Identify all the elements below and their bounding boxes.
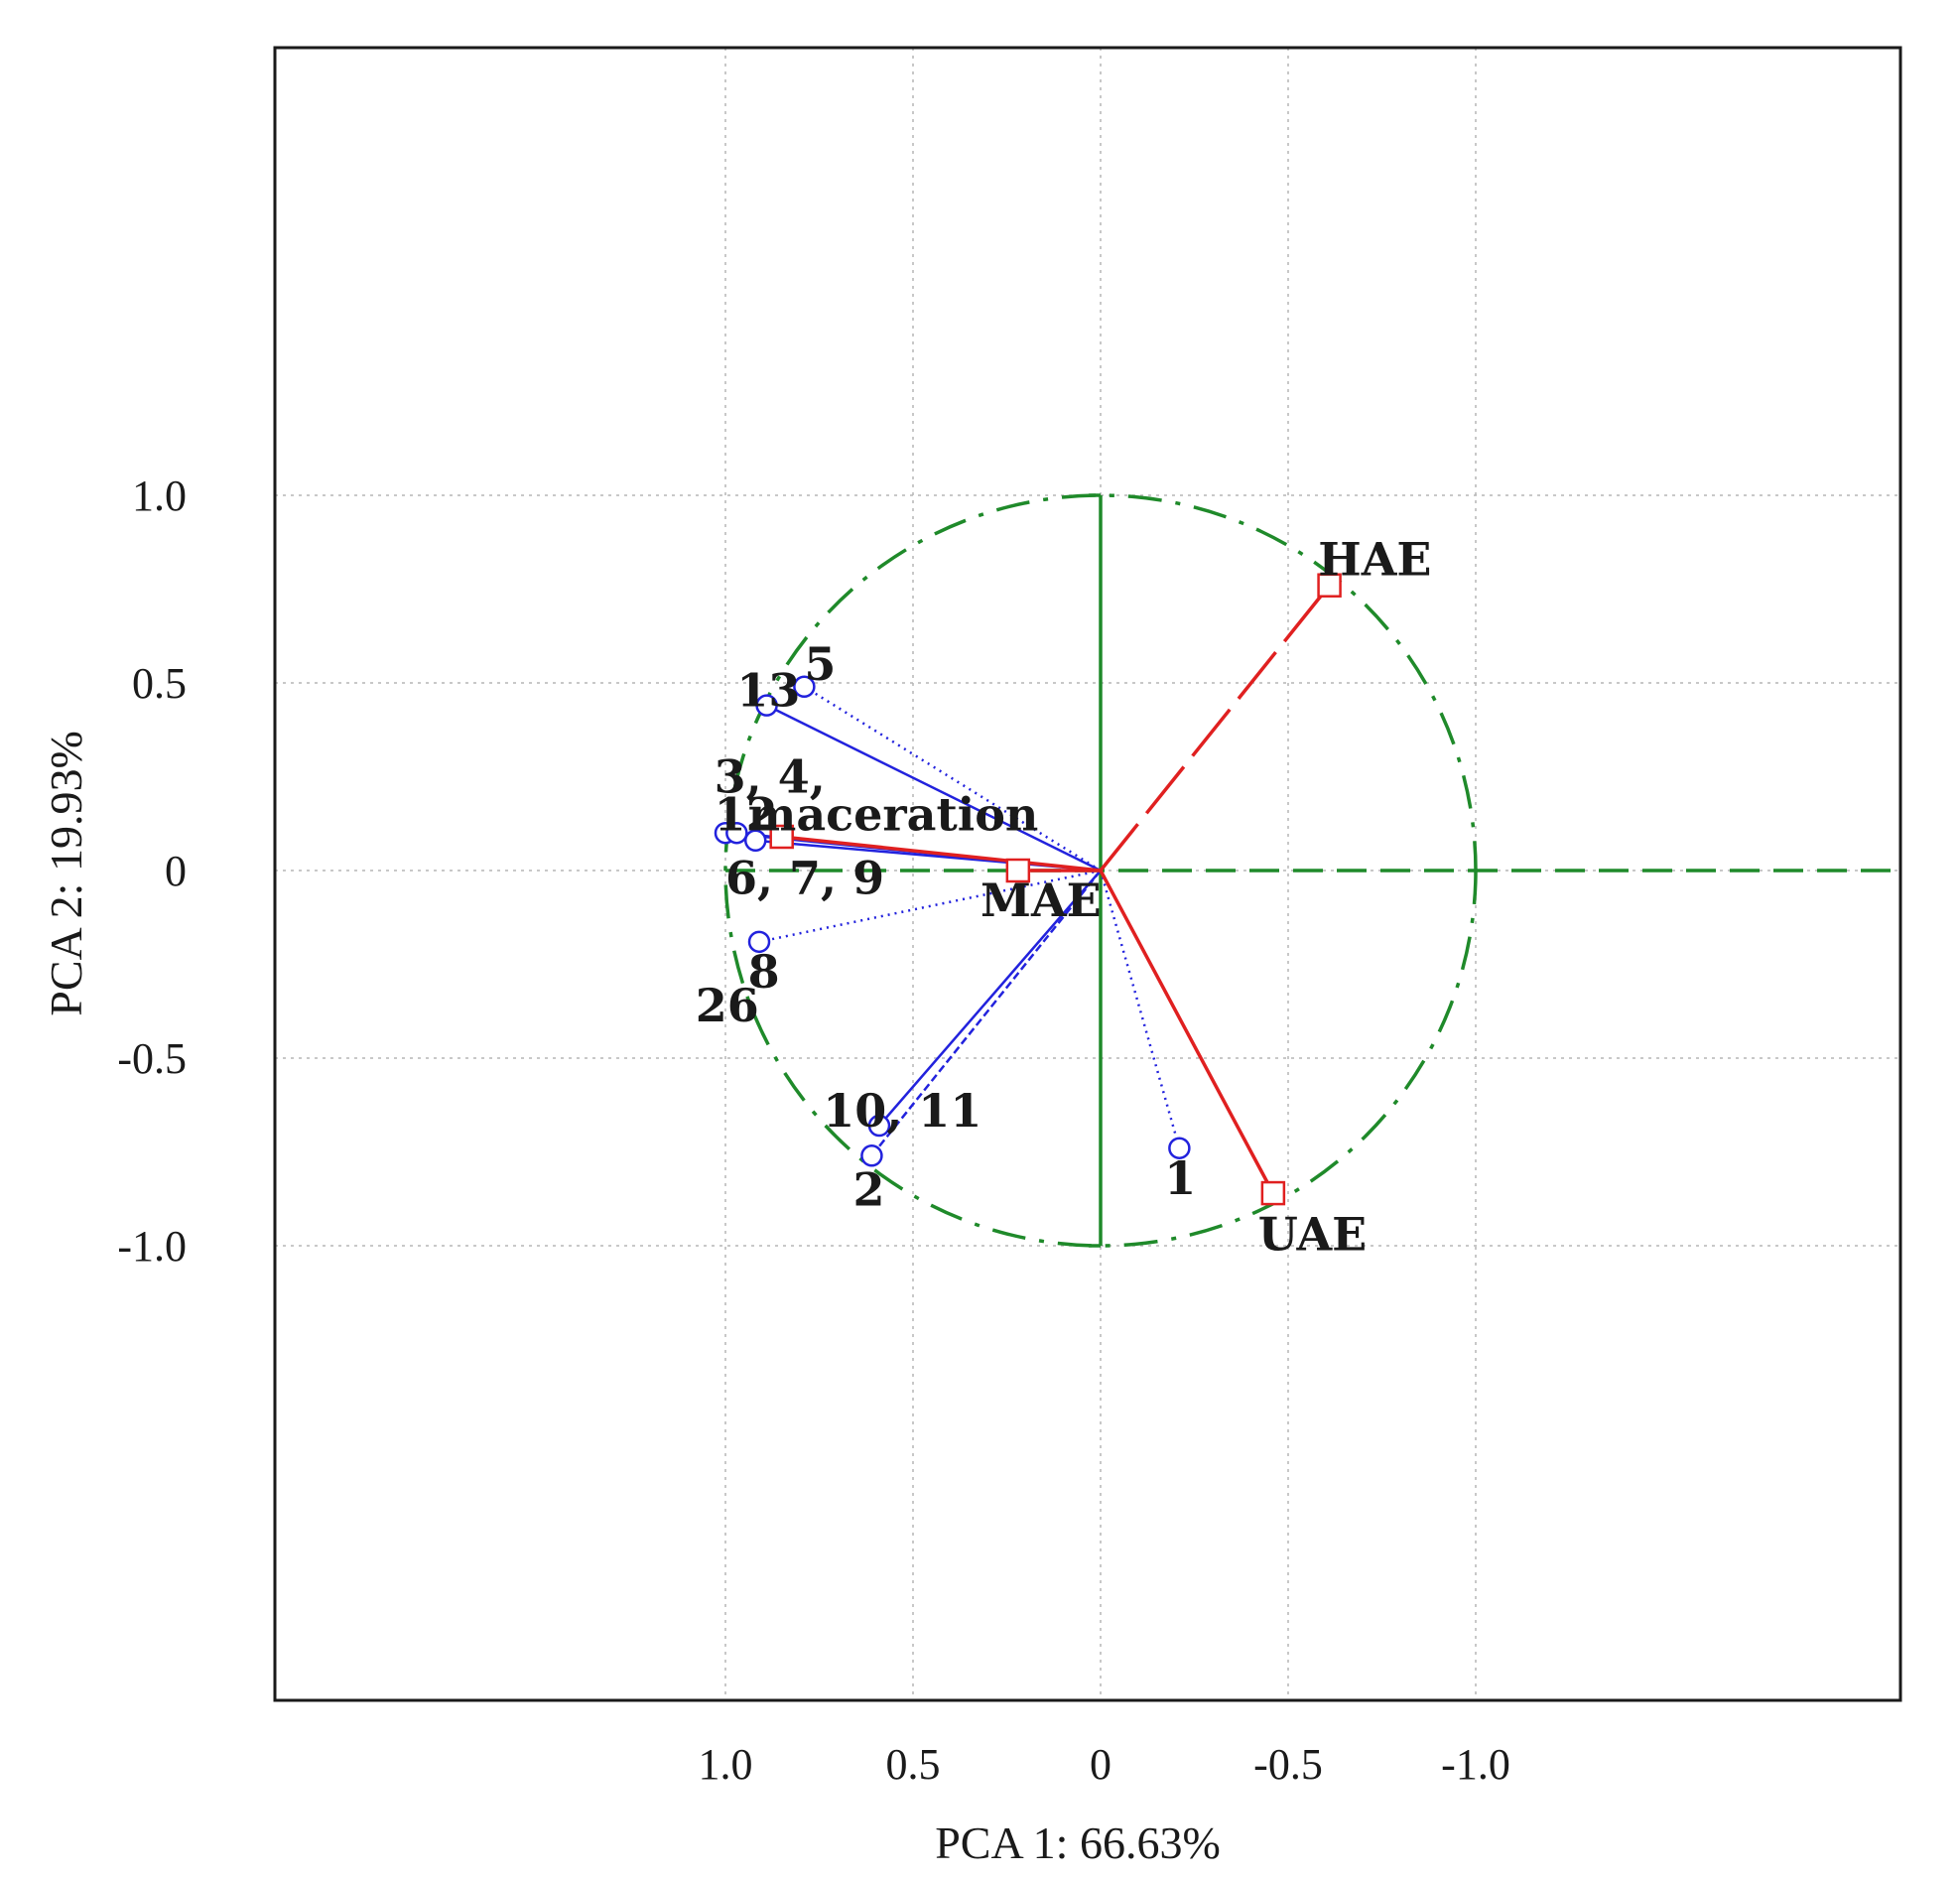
variable-point — [1168, 1137, 1191, 1159]
loading-vectors — [724, 584, 1331, 1194]
variable-vector — [803, 685, 1102, 873]
point-label: 13 — [736, 664, 800, 718]
point-label: 6, 7, 9 — [725, 852, 884, 905]
variable-vector — [766, 704, 1102, 873]
method-vector — [781, 835, 1102, 873]
method-point — [769, 824, 794, 850]
x-tick-label: -1.0 — [1441, 1740, 1510, 1789]
method-vector — [1099, 870, 1275, 1194]
markers — [714, 573, 1342, 1206]
y-tick-label: 0.5 — [132, 659, 187, 708]
method-vector — [1099, 584, 1331, 873]
point-label: 26 — [696, 979, 759, 1032]
variable-point — [755, 694, 778, 717]
x-tick-label: 1.0 — [699, 1740, 753, 1789]
plot-frame — [273, 46, 1902, 1702]
y-tick-label: -1.0 — [117, 1222, 187, 1271]
x-axis-title: PCA 1: 66.63% — [935, 1817, 1221, 1868]
tick-labels: 1.0 0.5 0 -0.5 -1.0 1.0 0.5 0 -0.5 -1.0 — [117, 471, 1509, 1789]
point-label: 8 — [748, 945, 780, 999]
variable-point — [860, 1144, 883, 1167]
variable-point — [793, 675, 816, 699]
point-label: UAE — [1258, 1208, 1367, 1262]
x-tick-label: 0 — [1090, 1740, 1111, 1789]
variable-point — [743, 829, 767, 853]
point-label: HAE — [1318, 532, 1431, 586]
y-tick-label: 0 — [165, 847, 187, 895]
variable-point — [747, 930, 771, 954]
variable-point — [725, 821, 748, 845]
x-tick-label: 0.5 — [886, 1740, 941, 1789]
method-point — [1005, 858, 1031, 883]
point-label: MAE — [980, 873, 1102, 927]
y-axis-title: PCA 2: 19.93% — [41, 731, 91, 1016]
y-tick-label: 1.0 — [132, 471, 187, 520]
point-label: 1 — [1164, 1151, 1196, 1205]
variable-vector — [758, 869, 1102, 944]
variable-vector — [1099, 870, 1181, 1149]
variable-point — [867, 1114, 891, 1138]
variable-vector — [878, 870, 1102, 1127]
method-point — [1317, 573, 1342, 598]
variable-vector — [870, 870, 1102, 1157]
point-label: 12 — [715, 787, 778, 841]
y-tick-label: -0.5 — [117, 1034, 187, 1083]
point-label: 5 — [804, 637, 836, 691]
point-label: 3, 4, — [715, 750, 826, 804]
x-tick-label: -0.5 — [1253, 1740, 1323, 1789]
method-point — [1260, 1180, 1286, 1206]
point-label: 10, 11 — [823, 1084, 981, 1138]
point-label: 2 — [853, 1162, 885, 1216]
point-label: maceration — [748, 787, 1039, 841]
